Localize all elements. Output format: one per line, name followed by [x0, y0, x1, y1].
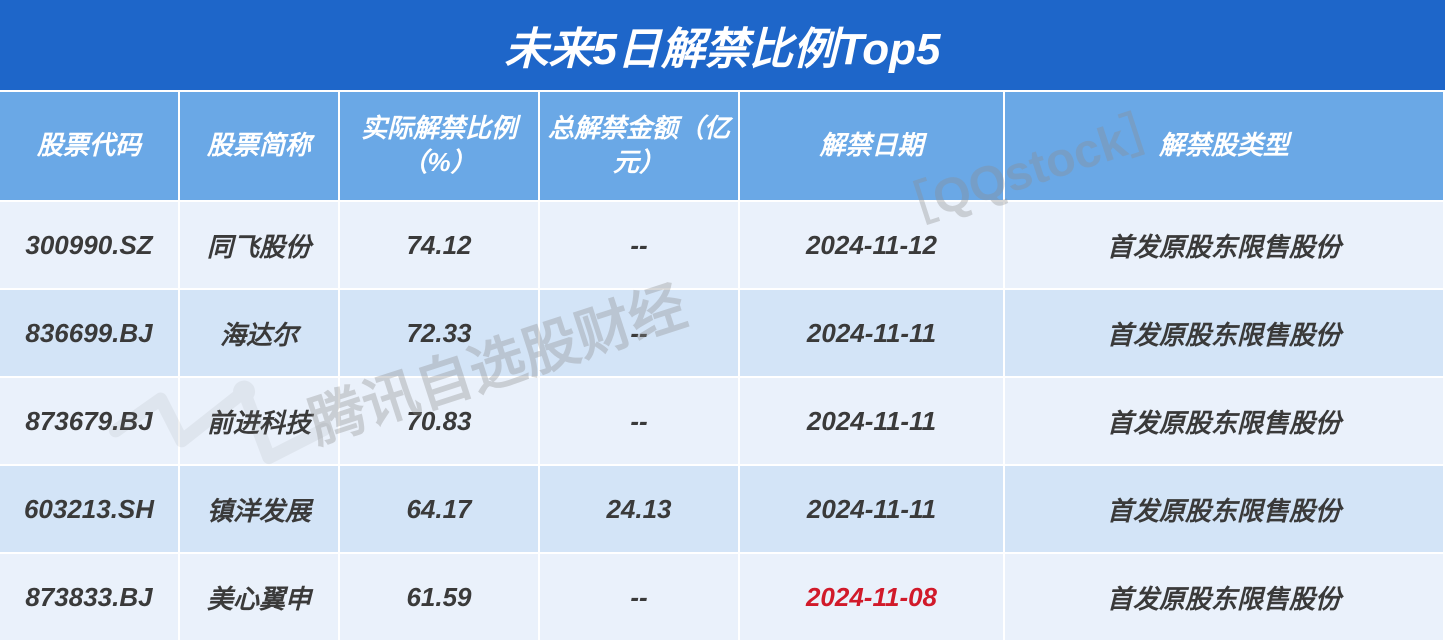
- cell-code: 300990.SZ: [0, 200, 180, 288]
- cell-ratio: 70.83: [340, 376, 540, 464]
- cell-amount: --: [540, 200, 740, 288]
- cell-type: 首发原股东限售股份: [1005, 376, 1445, 464]
- col-header-type: 解禁股类型: [1005, 90, 1445, 200]
- cell-amount: --: [540, 552, 740, 640]
- cell-name: 海达尔: [180, 288, 340, 376]
- cell-type: 首发原股东限售股份: [1005, 464, 1445, 552]
- cell-amount: --: [540, 376, 740, 464]
- cell-name: 镇洋发展: [180, 464, 340, 552]
- cell-amount: 24.13: [540, 464, 740, 552]
- table-container: 未来5日解禁比例Top5 股票代码 股票简称 实际解禁比例（%） 总解禁金额（亿…: [0, 0, 1445, 641]
- cell-type: 首发原股东限售股份: [1005, 552, 1445, 640]
- cell-name: 同飞股份: [180, 200, 340, 288]
- cell-date: 2024-11-11: [740, 464, 1005, 552]
- cell-date: 2024-11-08: [740, 552, 1005, 640]
- cell-date: 2024-11-11: [740, 376, 1005, 464]
- table-body: 300990.SZ同飞股份74.12--2024-11-12首发原股东限售股份8…: [0, 200, 1445, 640]
- cell-ratio: 61.59: [340, 552, 540, 640]
- table-row: 300990.SZ同飞股份74.12--2024-11-12首发原股东限售股份: [0, 200, 1445, 288]
- cell-ratio: 74.12: [340, 200, 540, 288]
- table-row: 873679.BJ前进科技70.83--2024-11-11首发原股东限售股份: [0, 376, 1445, 464]
- table-title-bar: 未来5日解禁比例Top5: [0, 0, 1445, 90]
- cell-code: 873679.BJ: [0, 376, 180, 464]
- cell-date: 2024-11-12: [740, 200, 1005, 288]
- cell-code: 873833.BJ: [0, 552, 180, 640]
- table-row: 873833.BJ美心翼申61.59--2024-11-08首发原股东限售股份: [0, 552, 1445, 640]
- cell-name: 前进科技: [180, 376, 340, 464]
- table-row: 603213.SH镇洋发展64.1724.132024-11-11首发原股东限售…: [0, 464, 1445, 552]
- col-header-date: 解禁日期: [740, 90, 1005, 200]
- cell-type: 首发原股东限售股份: [1005, 288, 1445, 376]
- col-header-code: 股票代码: [0, 90, 180, 200]
- cell-code: 836699.BJ: [0, 288, 180, 376]
- cell-ratio: 72.33: [340, 288, 540, 376]
- table-title: 未来5日解禁比例Top5: [505, 13, 941, 77]
- cell-ratio: 64.17: [340, 464, 540, 552]
- cell-name: 美心翼申: [180, 552, 340, 640]
- cell-date: 2024-11-11: [740, 288, 1005, 376]
- cell-type: 首发原股东限售股份: [1005, 200, 1445, 288]
- table-row: 836699.BJ海达尔72.33--2024-11-11首发原股东限售股份: [0, 288, 1445, 376]
- cell-code: 603213.SH: [0, 464, 180, 552]
- col-header-ratio: 实际解禁比例（%）: [340, 90, 540, 200]
- col-header-amount: 总解禁金额（亿元）: [540, 90, 740, 200]
- col-header-name: 股票简称: [180, 90, 340, 200]
- table-header-row: 股票代码 股票简称 实际解禁比例（%） 总解禁金额（亿元） 解禁日期 解禁股类型: [0, 90, 1445, 200]
- cell-amount: --: [540, 288, 740, 376]
